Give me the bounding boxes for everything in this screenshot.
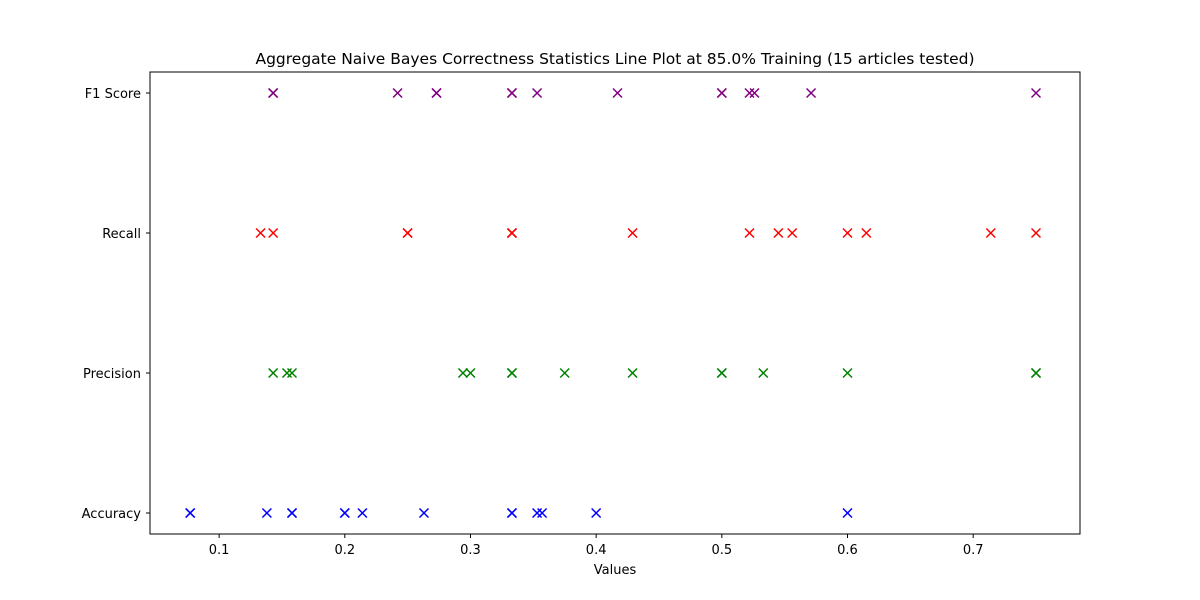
- data-point-accuracy: [506, 507, 517, 519]
- data-point-recall: [744, 227, 755, 239]
- data-point-f1-score: [506, 87, 517, 99]
- x-axis-label: Values: [594, 563, 637, 578]
- data-point-precision: [465, 367, 476, 379]
- data-point-precision: [457, 367, 468, 379]
- data-point-precision: [559, 367, 570, 379]
- data-point-accuracy: [532, 507, 543, 519]
- data-point-f1-score: [749, 87, 760, 99]
- data-point-precision: [506, 367, 517, 379]
- data-point-f1-score: [392, 87, 403, 99]
- data-point-f1-score: [612, 87, 623, 99]
- data-point-recall: [506, 227, 517, 239]
- x-tick-label: 0.5: [711, 543, 732, 558]
- data-point-recall: [1030, 227, 1042, 239]
- x-tick-label: 0.3: [460, 543, 481, 558]
- data-point-recall: [268, 227, 279, 239]
- data-point-accuracy: [339, 507, 350, 519]
- data-point-f1-score: [1030, 87, 1042, 99]
- data-point-recall: [787, 227, 798, 239]
- data-point-accuracy: [357, 507, 368, 519]
- y-tick-label: Recall: [102, 227, 141, 242]
- x-tick-label: 0.7: [963, 543, 984, 558]
- data-point-accuracy: [842, 507, 853, 519]
- x-tick-label: 0.1: [209, 543, 230, 558]
- data-point-recall: [842, 227, 853, 239]
- data-point-recall: [627, 227, 638, 239]
- data-point-f1-score: [806, 87, 817, 99]
- x-tick-label: 0.4: [586, 543, 607, 558]
- data-point-precision: [1030, 367, 1042, 379]
- y-axis-ticks: Accuracy Precision Recall F1 Score: [82, 87, 150, 522]
- data-point-f1-score: [716, 87, 727, 99]
- y-tick-label: F1 Score: [85, 87, 141, 102]
- data-point-f1-score: [431, 87, 442, 99]
- data-point-precision: [627, 367, 638, 379]
- x-tick-label: 0.2: [334, 543, 355, 558]
- data-point-precision: [842, 367, 853, 379]
- data-point-precision: [716, 367, 727, 379]
- data-point-accuracy: [261, 507, 272, 519]
- data-point-precision: [286, 367, 298, 379]
- x-tick-label: 0.6: [837, 543, 858, 558]
- data-point-recall: [402, 227, 413, 239]
- data-point-precision: [758, 367, 769, 379]
- data-point-recall: [255, 227, 266, 239]
- x-axis-ticks: 0.1 0.2 0.3 0.4 0.5 0.6 0.7: [209, 534, 984, 558]
- data-point-recall: [985, 227, 996, 239]
- data-point-accuracy: [537, 507, 548, 519]
- data-point-accuracy: [185, 507, 196, 519]
- data-point-precision: [281, 367, 293, 379]
- data-point-f1-score: [268, 87, 279, 99]
- y-tick-label: Precision: [83, 367, 141, 382]
- data-point-f1-score: [744, 87, 755, 99]
- data-point-precision: [268, 367, 279, 379]
- data-point-accuracy: [591, 507, 602, 519]
- data-point-accuracy: [286, 507, 298, 519]
- chart-title: Aggregate Naive Bayes Correctness Statis…: [255, 50, 974, 68]
- data-point-accuracy: [418, 507, 430, 519]
- data-point-f1-score: [532, 87, 543, 99]
- data-point-recall: [773, 227, 784, 239]
- data-markers: [185, 87, 1042, 519]
- data-point-recall: [861, 227, 872, 239]
- plot-area-frame: [149, 71, 1081, 535]
- y-tick-label: Accuracy: [82, 507, 142, 522]
